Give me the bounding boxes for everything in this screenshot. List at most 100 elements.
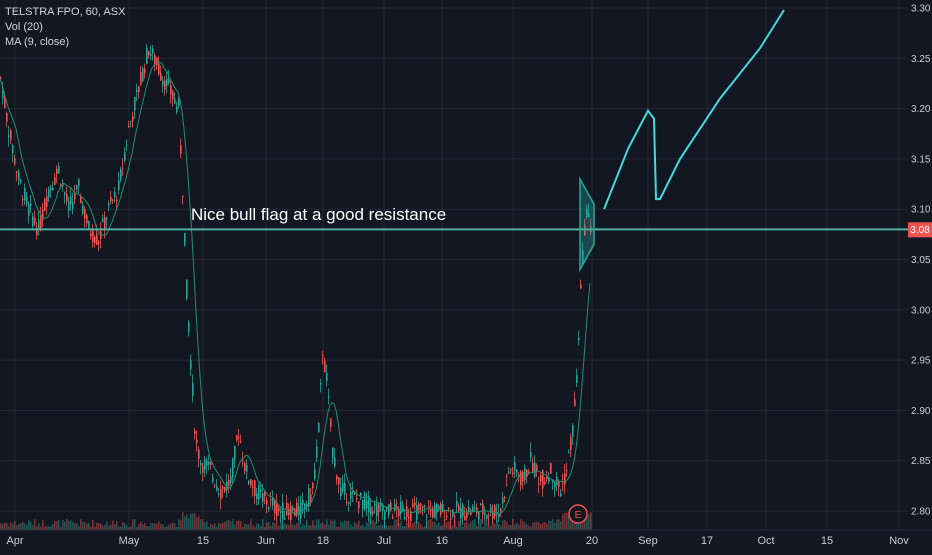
candle-body — [418, 503, 420, 511]
volume-bar — [312, 520, 314, 530]
bull-flag-shape[interactable] — [579, 176, 595, 273]
volume-bar — [364, 526, 366, 530]
volume-bar — [402, 526, 404, 530]
candle-body — [560, 492, 562, 497]
candle-body — [420, 503, 422, 506]
volume-bar — [476, 526, 478, 530]
candle-body — [292, 507, 294, 511]
volume-bar — [434, 522, 436, 530]
volume-bar — [88, 523, 90, 530]
volume-bar — [590, 512, 592, 530]
price-tick-label: 2.80 — [911, 507, 931, 518]
time-axis[interactable]: Apr May 15 Jun 18 Jul 16 Aug 20 Sep 17 Oct 15 Nov — [0, 529, 932, 550]
candle-body — [558, 480, 560, 487]
annotation-text[interactable]: Nice bull flag at a good resistance — [191, 205, 446, 224]
volume-bar — [202, 519, 204, 530]
candle-body — [66, 193, 68, 202]
candle-body — [220, 489, 222, 500]
price-axis[interactable]: 2.80 2.85 2.90 2.95 3.00 3.05 3.10 3.15 3.20 3.25… — [908, 0, 932, 550]
candle-body — [248, 480, 250, 484]
volume-bar — [360, 525, 362, 530]
candle-body — [90, 233, 92, 237]
volume-bar — [290, 522, 292, 530]
candle-body — [80, 196, 82, 204]
candle-body — [202, 466, 204, 473]
symbol-title[interactable]: TELSTRA FPO, 60, ASX — [5, 6, 126, 18]
candle-body — [432, 508, 434, 518]
candle-body — [140, 72, 142, 85]
volume-bar — [562, 513, 564, 530]
candle-body — [208, 462, 210, 465]
candle-body — [336, 475, 338, 480]
volume-indicator-label[interactable]: Vol (20) — [5, 21, 43, 33]
volume-bar — [232, 519, 234, 530]
volume-bar — [166, 526, 168, 530]
candle-body — [250, 479, 252, 486]
ma-indicator-label[interactable]: MA (9, close) — [5, 36, 70, 48]
candle-body — [318, 422, 320, 432]
candle-body — [86, 215, 88, 224]
volume-bar — [490, 525, 492, 530]
volume-bar — [336, 526, 338, 530]
volume-bar — [6, 523, 8, 530]
volume-bar — [76, 523, 78, 530]
candle-body — [456, 501, 458, 507]
volume-bar — [438, 522, 440, 530]
candle-body — [412, 503, 414, 507]
volume-bar — [514, 524, 516, 530]
projection-line[interactable] — [603, 9, 785, 210]
candle-body — [22, 199, 24, 201]
candle-body — [254, 480, 256, 496]
volume-bar — [34, 519, 36, 530]
volume-bar — [396, 519, 398, 530]
candle-body — [284, 518, 286, 520]
volume-bar — [464, 522, 466, 530]
candle-body — [518, 474, 520, 478]
earnings-marker[interactable]: E — [568, 504, 588, 524]
candle-body — [314, 468, 316, 480]
chart-legend: TELSTRA FPO, 60, ASX Vol (20) MA (9, clo… — [5, 5, 125, 50]
volume-bar — [16, 525, 18, 530]
candle-body — [578, 338, 580, 341]
volume-bar — [64, 521, 66, 530]
volume-bar — [378, 525, 380, 530]
candle-body — [414, 502, 416, 506]
volume-bar — [534, 521, 536, 530]
candle-body — [354, 493, 356, 495]
time-tick-label: 15 — [821, 535, 833, 547]
volume-bar — [342, 522, 344, 530]
volume-bar — [48, 526, 50, 530]
volume-bar — [60, 526, 62, 530]
candle-body — [480, 503, 482, 506]
volume-bar — [256, 523, 258, 530]
volume-bar — [260, 526, 262, 530]
time-tick-label: Jun — [257, 535, 275, 547]
candle-body — [376, 504, 378, 517]
candle-body — [12, 145, 14, 153]
candle-body — [562, 482, 564, 484]
volume-bar — [228, 519, 230, 530]
volume-bar — [192, 513, 194, 530]
candle-body — [168, 79, 170, 84]
volume-bar — [474, 519, 476, 530]
volume-bar — [548, 520, 550, 530]
candle-body — [78, 179, 80, 187]
volume-bar — [10, 522, 12, 530]
candle-body — [390, 502, 392, 511]
volume-bar — [398, 523, 400, 530]
ma-line — [0, 60, 591, 515]
volume-bar — [62, 519, 64, 530]
volume-bar — [0, 523, 2, 530]
candle-body — [210, 461, 212, 465]
volume-bar — [356, 524, 358, 530]
candle-body — [118, 180, 120, 190]
volume-bar — [404, 526, 406, 530]
candle-body — [68, 201, 70, 211]
candle-body — [564, 473, 566, 486]
candle-body — [548, 478, 550, 482]
volume-bar — [46, 525, 48, 530]
volume-bar — [310, 525, 312, 530]
candle-body — [332, 447, 334, 459]
